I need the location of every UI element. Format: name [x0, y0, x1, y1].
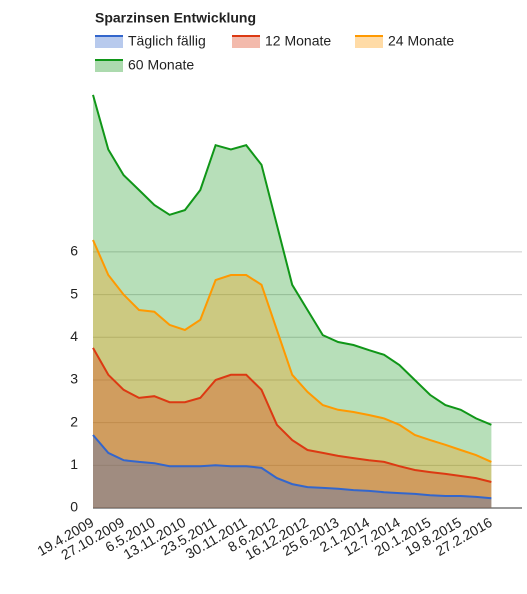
y-tick-label: 4 — [70, 328, 78, 344]
legend-swatch — [355, 36, 383, 48]
y-tick-label: 6 — [70, 243, 78, 259]
y-tick-label: 0 — [70, 499, 78, 515]
y-tick-label: 2 — [70, 413, 78, 429]
area-line — [92, 347, 492, 483]
area-line — [92, 94, 492, 426]
chart-title: Sparzinsen Entwicklung — [95, 10, 256, 26]
legend-label: 12 Monate — [265, 33, 331, 49]
legend-label: 60 Monate — [128, 57, 194, 73]
y-tick-label: 5 — [70, 285, 78, 301]
legend-swatch — [95, 36, 123, 48]
area-fill — [93, 94, 492, 509]
area-line — [92, 239, 492, 463]
legend-label: 24 Monate — [388, 33, 454, 49]
y-tick-label: 3 — [70, 371, 78, 387]
area-fill — [93, 240, 492, 508]
y-tick-label: 1 — [70, 456, 78, 472]
area-fill — [93, 435, 492, 508]
legend-swatch — [232, 36, 260, 48]
area-line — [92, 434, 492, 500]
legend-swatch — [95, 60, 123, 72]
area-fill — [93, 347, 492, 508]
legend-label: Täglich fällig — [128, 33, 206, 49]
